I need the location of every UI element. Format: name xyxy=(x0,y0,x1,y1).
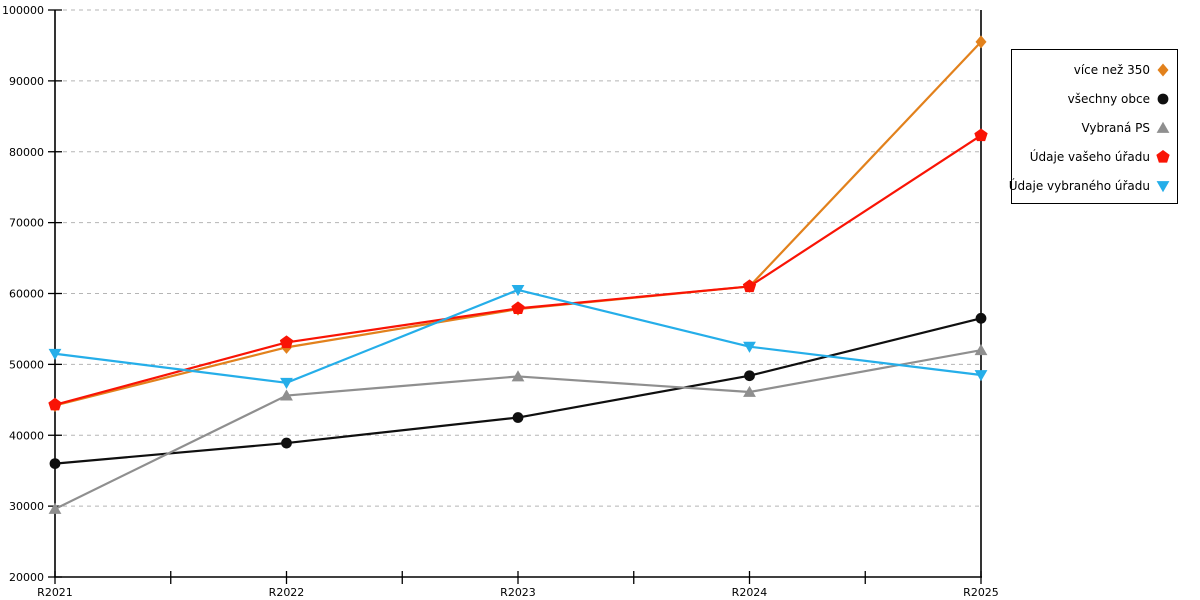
y-tick-label: 80000 xyxy=(9,146,44,159)
data-point-circle-icon xyxy=(744,370,755,382)
data-point-pentagon-icon xyxy=(511,301,525,315)
legend-item-label: Vybraná PS xyxy=(1081,120,1150,135)
data-point-pentagon-icon xyxy=(742,279,757,293)
data-point-triangle-up-icon xyxy=(743,385,756,397)
y-tick-label: 90000 xyxy=(9,75,44,88)
triangle-down-icon xyxy=(1156,180,1170,192)
data-point-pentagon-icon xyxy=(48,397,62,411)
legend-item-label: všechny obce xyxy=(1067,91,1150,106)
y-tick-label: 70000 xyxy=(9,217,44,230)
legend-item: všechny obce xyxy=(1012,84,1177,113)
data-point-circle-icon xyxy=(512,412,524,423)
data-point-triangle-down-icon xyxy=(48,348,62,360)
y-tick-label: 50000 xyxy=(9,358,44,371)
legend-triangle-down-icon xyxy=(1156,180,1170,192)
triangle-up-icon xyxy=(1156,121,1170,133)
legend-item-label: Údaje vybraného úřadu xyxy=(1008,178,1150,193)
series-line-0 xyxy=(53,40,983,407)
diamond-icon xyxy=(1157,63,1169,76)
data-point-triangle-down-icon xyxy=(511,285,525,297)
circle-icon xyxy=(1157,93,1169,104)
data-point-triangle-down-icon xyxy=(280,377,293,390)
legend-diamond-icon xyxy=(1157,63,1169,76)
x-tick-label: R2024 xyxy=(732,586,768,599)
data-point-diamond-icon xyxy=(975,35,987,49)
data-point-pentagon-icon xyxy=(279,335,294,349)
x-tick-label: R2022 xyxy=(269,586,305,599)
pentagon-icon xyxy=(1156,149,1170,163)
data-point-pentagon-icon xyxy=(974,128,988,142)
y-tick-label: 20000 xyxy=(9,571,44,584)
y-tick-label: 40000 xyxy=(9,429,44,442)
legend-item-label: více než 350 xyxy=(1073,62,1150,77)
data-point-triangle-up-icon xyxy=(280,389,293,401)
y-tick-label: 30000 xyxy=(9,500,44,513)
data-point-triangle-up-icon xyxy=(974,344,988,356)
x-tick-label: R2021 xyxy=(37,586,73,599)
data-point-circle-icon xyxy=(49,458,61,469)
legend-item: Údaje vybraného úřadu xyxy=(1008,171,1177,200)
x-tick-label: R2023 xyxy=(500,586,536,599)
legend-item: více než 350 xyxy=(1012,55,1177,84)
data-point-circle-icon xyxy=(281,437,292,449)
y-tick-label: 100000 xyxy=(2,4,44,17)
legend-pentagon-icon xyxy=(1156,149,1170,163)
data-point-triangle-up-icon xyxy=(511,370,525,382)
data-point-circle-icon xyxy=(975,312,987,324)
data-point-triangle-down-icon xyxy=(974,370,988,382)
data-point-triangle-up-icon xyxy=(48,502,62,514)
x-tick-label: R2025 xyxy=(963,586,999,599)
legend-triangle-up-icon xyxy=(1156,121,1170,133)
legend: více než 350 všechny obce Vybraná PS Úda… xyxy=(1008,49,1178,204)
y-tick-label: 60000 xyxy=(9,288,44,301)
legend-item: Vybraná PS xyxy=(1012,113,1177,142)
data-point-triangle-down-icon xyxy=(743,341,756,353)
legend-circle-icon xyxy=(1157,93,1169,104)
legend-item: Údaje vašeho úřadu xyxy=(1012,142,1177,171)
legend-item-label: Údaje vašeho úřadu xyxy=(1029,149,1150,164)
